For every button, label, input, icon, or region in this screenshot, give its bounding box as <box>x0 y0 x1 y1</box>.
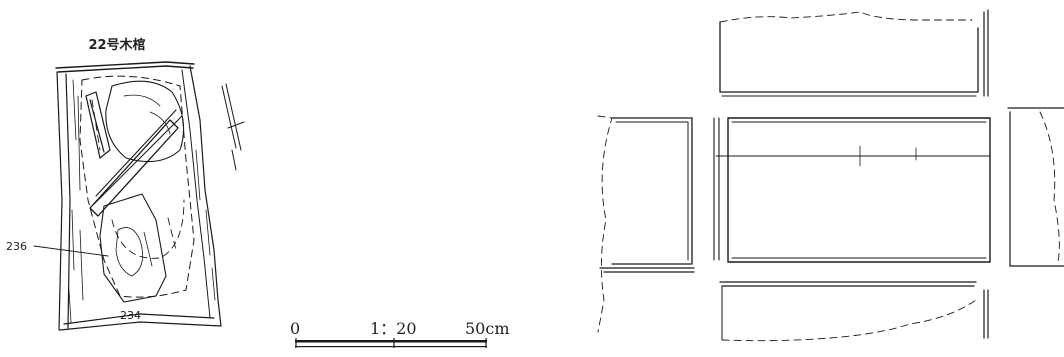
scale-ratio: 1：20 <box>370 319 417 338</box>
coffin-left-wall-grain <box>68 79 84 323</box>
scale-end: 50cm <box>465 319 510 338</box>
lower-object-outline <box>99 193 167 303</box>
coffin-title: 22号木棺 <box>88 37 145 53</box>
scale-start: 0 <box>290 319 300 338</box>
scale-bar-line <box>295 340 487 343</box>
coffin-right-wall-inner <box>181 69 211 319</box>
upper-left-block <box>85 91 111 159</box>
coffin-right-wall <box>189 65 222 327</box>
skull-outline <box>105 80 185 163</box>
loose-plank <box>221 83 245 171</box>
lower-object-detail <box>115 227 153 277</box>
right-end-view <box>1007 107 1064 267</box>
coffin-interior-dashed-inner <box>91 99 185 259</box>
top-board-view <box>719 9 989 97</box>
coffin-interior-outline <box>79 75 195 298</box>
scale-bar: 0 1：20 50cm <box>290 319 510 348</box>
coffin-exploded-view <box>597 9 1064 342</box>
bottom-board-view <box>719 281 989 342</box>
coffin-top-board <box>55 61 195 73</box>
label-234: 234 <box>120 309 141 322</box>
coffin-bottom-board <box>59 313 222 331</box>
scale-bar-lower <box>295 346 487 348</box>
base-board-view <box>713 117 991 263</box>
coffin-left-wall <box>56 71 71 331</box>
coffin-right-wall-grain <box>195 149 216 301</box>
label-236: 236 <box>6 240 27 253</box>
diagonal-bar-b <box>93 109 183 205</box>
coffin-plan: 22号木棺 236 234 <box>6 37 245 331</box>
diagonal-bar-a <box>89 119 179 217</box>
left-end-view <box>597 115 695 333</box>
label-236-leader <box>33 245 109 257</box>
skull-detail <box>123 94 171 135</box>
